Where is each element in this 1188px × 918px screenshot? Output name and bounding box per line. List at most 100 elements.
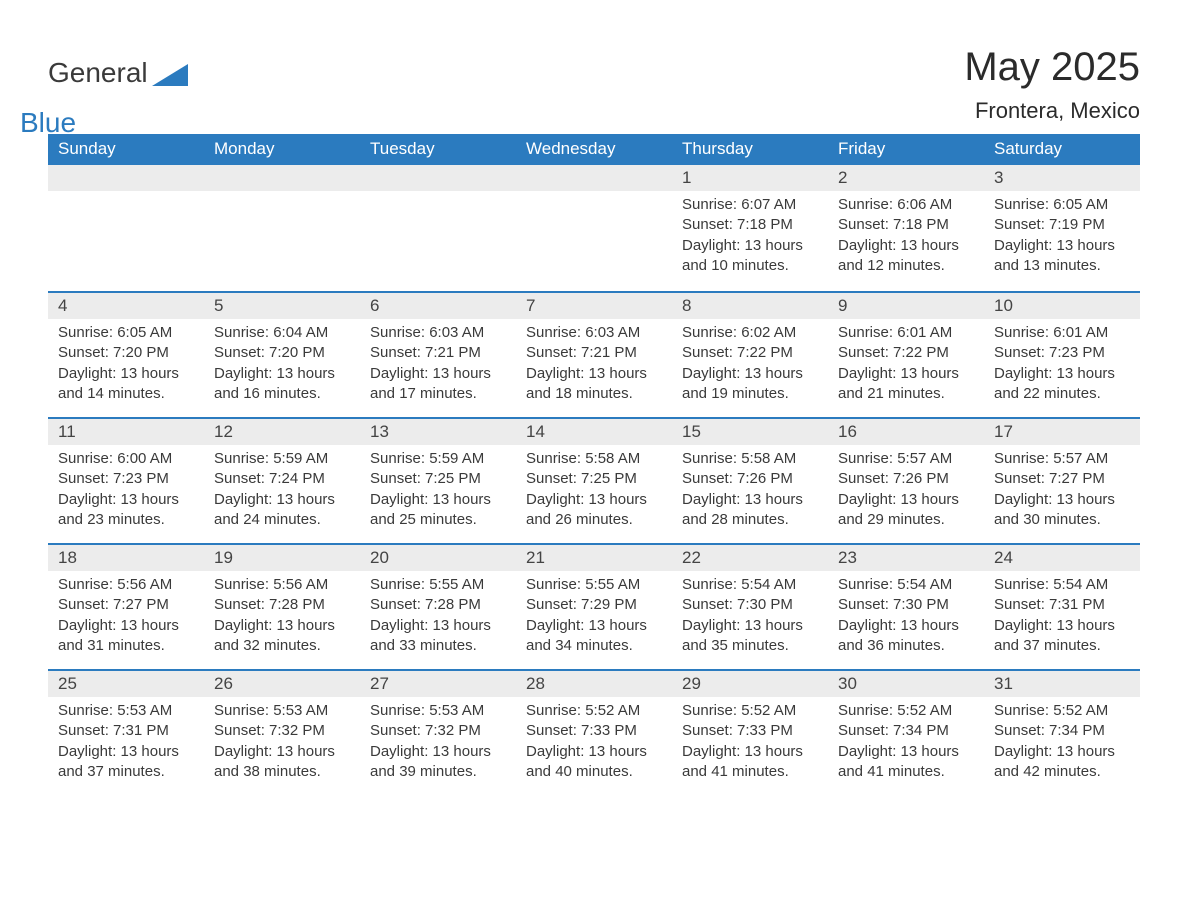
calendar-cell: 12Sunrise: 5:59 AMSunset: 7:24 PMDayligh… xyxy=(204,419,360,543)
calendar-week: 25Sunrise: 5:53 AMSunset: 7:31 PMDayligh… xyxy=(48,669,1140,795)
day-details: Sunrise: 6:01 AMSunset: 7:22 PMDaylight:… xyxy=(828,319,984,416)
day-number: 19 xyxy=(204,545,360,571)
day-details: Sunrise: 6:07 AMSunset: 7:18 PMDaylight:… xyxy=(672,191,828,288)
sunrise-value: Sunrise: 5:53 AM xyxy=(58,701,194,721)
calendar-cell: 20Sunrise: 5:55 AMSunset: 7:28 PMDayligh… xyxy=(360,545,516,669)
daylight-value: Daylight: 13 hours and 35 minutes. xyxy=(682,616,818,657)
daylight-value: Daylight: 13 hours and 28 minutes. xyxy=(682,490,818,531)
daylight-value: Daylight: 13 hours and 31 minutes. xyxy=(58,616,194,657)
day-details: Sunrise: 6:05 AMSunset: 7:19 PMDaylight:… xyxy=(984,191,1140,288)
day-details: Sunrise: 6:04 AMSunset: 7:20 PMDaylight:… xyxy=(204,319,360,416)
day-number: 26 xyxy=(204,671,360,697)
sunrise-value: Sunrise: 6:01 AM xyxy=(994,323,1130,343)
flag-icon xyxy=(152,73,188,90)
day-number: 13 xyxy=(360,419,516,445)
sunset-value: Sunset: 7:18 PM xyxy=(682,215,818,235)
calendar-cell: 16Sunrise: 5:57 AMSunset: 7:26 PMDayligh… xyxy=(828,419,984,543)
sunrise-value: Sunrise: 5:54 AM xyxy=(682,575,818,595)
sunset-value: Sunset: 7:29 PM xyxy=(526,595,662,615)
daylight-value: Daylight: 13 hours and 36 minutes. xyxy=(838,616,974,657)
sunrise-value: Sunrise: 6:03 AM xyxy=(370,323,506,343)
brand-text-block: General Blue xyxy=(48,59,188,119)
calendar-cell: 26Sunrise: 5:53 AMSunset: 7:32 PMDayligh… xyxy=(204,671,360,795)
calendar-cell: 3Sunrise: 6:05 AMSunset: 7:19 PMDaylight… xyxy=(984,165,1140,291)
sunset-value: Sunset: 7:24 PM xyxy=(214,469,350,489)
sunrise-value: Sunrise: 5:53 AM xyxy=(214,701,350,721)
daylight-value: Daylight: 13 hours and 37 minutes. xyxy=(58,742,194,783)
day-number: 3 xyxy=(984,165,1140,191)
weekday-header-row: Sunday Monday Tuesday Wednesday Thursday… xyxy=(48,134,1140,165)
sunset-value: Sunset: 7:21 PM xyxy=(370,343,506,363)
calendar-cell: 15Sunrise: 5:58 AMSunset: 7:26 PMDayligh… xyxy=(672,419,828,543)
sunset-value: Sunset: 7:18 PM xyxy=(838,215,974,235)
daylight-value: Daylight: 13 hours and 34 minutes. xyxy=(526,616,662,657)
sunrise-value: Sunrise: 5:56 AM xyxy=(214,575,350,595)
calendar-cell: 30Sunrise: 5:52 AMSunset: 7:34 PMDayligh… xyxy=(828,671,984,795)
sunset-value: Sunset: 7:34 PM xyxy=(994,721,1130,741)
sunrise-value: Sunrise: 6:01 AM xyxy=(838,323,974,343)
sunset-value: Sunset: 7:20 PM xyxy=(214,343,350,363)
calendar-cell: 27Sunrise: 5:53 AMSunset: 7:32 PMDayligh… xyxy=(360,671,516,795)
calendar-cell: 17Sunrise: 5:57 AMSunset: 7:27 PMDayligh… xyxy=(984,419,1140,543)
daylight-value: Daylight: 13 hours and 37 minutes. xyxy=(994,616,1130,657)
sunrise-value: Sunrise: 6:06 AM xyxy=(838,195,974,215)
sunrise-value: Sunrise: 5:58 AM xyxy=(526,449,662,469)
day-number: 5 xyxy=(204,293,360,319)
day-number: 4 xyxy=(48,293,204,319)
weekday-header: Saturday xyxy=(984,134,1140,165)
calendar-cell: 2Sunrise: 6:06 AMSunset: 7:18 PMDaylight… xyxy=(828,165,984,291)
day-details: Sunrise: 6:05 AMSunset: 7:20 PMDaylight:… xyxy=(48,319,204,416)
daylight-value: Daylight: 13 hours and 10 minutes. xyxy=(682,236,818,277)
sunset-value: Sunset: 7:28 PM xyxy=(214,595,350,615)
daylight-value: Daylight: 13 hours and 41 minutes. xyxy=(838,742,974,783)
sunset-value: Sunset: 7:34 PM xyxy=(838,721,974,741)
daylight-value: Daylight: 13 hours and 25 minutes. xyxy=(370,490,506,531)
sunrise-value: Sunrise: 6:04 AM xyxy=(214,323,350,343)
calendar-cell: 1Sunrise: 6:07 AMSunset: 7:18 PMDaylight… xyxy=(672,165,828,291)
daylight-value: Daylight: 13 hours and 41 minutes. xyxy=(682,742,818,783)
day-number: 16 xyxy=(828,419,984,445)
calendar-cell: 29Sunrise: 5:52 AMSunset: 7:33 PMDayligh… xyxy=(672,671,828,795)
calendar-cell: 23Sunrise: 5:54 AMSunset: 7:30 PMDayligh… xyxy=(828,545,984,669)
day-details: Sunrise: 6:03 AMSunset: 7:21 PMDaylight:… xyxy=(360,319,516,416)
daylight-value: Daylight: 13 hours and 42 minutes. xyxy=(994,742,1130,783)
calendar-cell: 25Sunrise: 5:53 AMSunset: 7:31 PMDayligh… xyxy=(48,671,204,795)
day-number: 14 xyxy=(516,419,672,445)
sunrise-value: Sunrise: 5:52 AM xyxy=(838,701,974,721)
sunset-value: Sunset: 7:33 PM xyxy=(526,721,662,741)
sunrise-value: Sunrise: 5:55 AM xyxy=(526,575,662,595)
sunrise-value: Sunrise: 5:54 AM xyxy=(994,575,1130,595)
sunset-value: Sunset: 7:26 PM xyxy=(682,469,818,489)
sunrise-value: Sunrise: 5:52 AM xyxy=(682,701,818,721)
daylight-value: Daylight: 13 hours and 39 minutes. xyxy=(370,742,506,783)
calendar-cell: 24Sunrise: 5:54 AMSunset: 7:31 PMDayligh… xyxy=(984,545,1140,669)
day-details: Sunrise: 5:59 AMSunset: 7:24 PMDaylight:… xyxy=(204,445,360,542)
calendar-cell: 5Sunrise: 6:04 AMSunset: 7:20 PMDaylight… xyxy=(204,293,360,417)
weekday-header: Monday xyxy=(204,134,360,165)
day-number: 11 xyxy=(48,419,204,445)
day-number: 10 xyxy=(984,293,1140,319)
calendar-cell: 8Sunrise: 6:02 AMSunset: 7:22 PMDaylight… xyxy=(672,293,828,417)
sunrise-value: Sunrise: 5:55 AM xyxy=(370,575,506,595)
title-block: May 2025 Frontera, Mexico xyxy=(964,45,1140,124)
calendar: Sunday Monday Tuesday Wednesday Thursday… xyxy=(48,134,1140,795)
calendar-cell: 21Sunrise: 5:55 AMSunset: 7:29 PMDayligh… xyxy=(516,545,672,669)
calendar-cell: 11Sunrise: 6:00 AMSunset: 7:23 PMDayligh… xyxy=(48,419,204,543)
day-number: 29 xyxy=(672,671,828,697)
calendar-cell: 28Sunrise: 5:52 AMSunset: 7:33 PMDayligh… xyxy=(516,671,672,795)
day-number xyxy=(48,165,204,191)
day-details: Sunrise: 5:53 AMSunset: 7:31 PMDaylight:… xyxy=(48,697,204,794)
day-number: 31 xyxy=(984,671,1140,697)
calendar-cell: 22Sunrise: 5:54 AMSunset: 7:30 PMDayligh… xyxy=(672,545,828,669)
calendar-cell: 9Sunrise: 6:01 AMSunset: 7:22 PMDaylight… xyxy=(828,293,984,417)
day-number: 8 xyxy=(672,293,828,319)
daylight-value: Daylight: 13 hours and 32 minutes. xyxy=(214,616,350,657)
day-number: 28 xyxy=(516,671,672,697)
sunrise-value: Sunrise: 5:57 AM xyxy=(838,449,974,469)
daylight-value: Daylight: 13 hours and 24 minutes. xyxy=(214,490,350,531)
day-number: 17 xyxy=(984,419,1140,445)
day-details: Sunrise: 5:54 AMSunset: 7:31 PMDaylight:… xyxy=(984,571,1140,668)
day-details: Sunrise: 6:03 AMSunset: 7:21 PMDaylight:… xyxy=(516,319,672,416)
daylight-value: Daylight: 13 hours and 22 minutes. xyxy=(994,364,1130,405)
sunset-value: Sunset: 7:27 PM xyxy=(994,469,1130,489)
